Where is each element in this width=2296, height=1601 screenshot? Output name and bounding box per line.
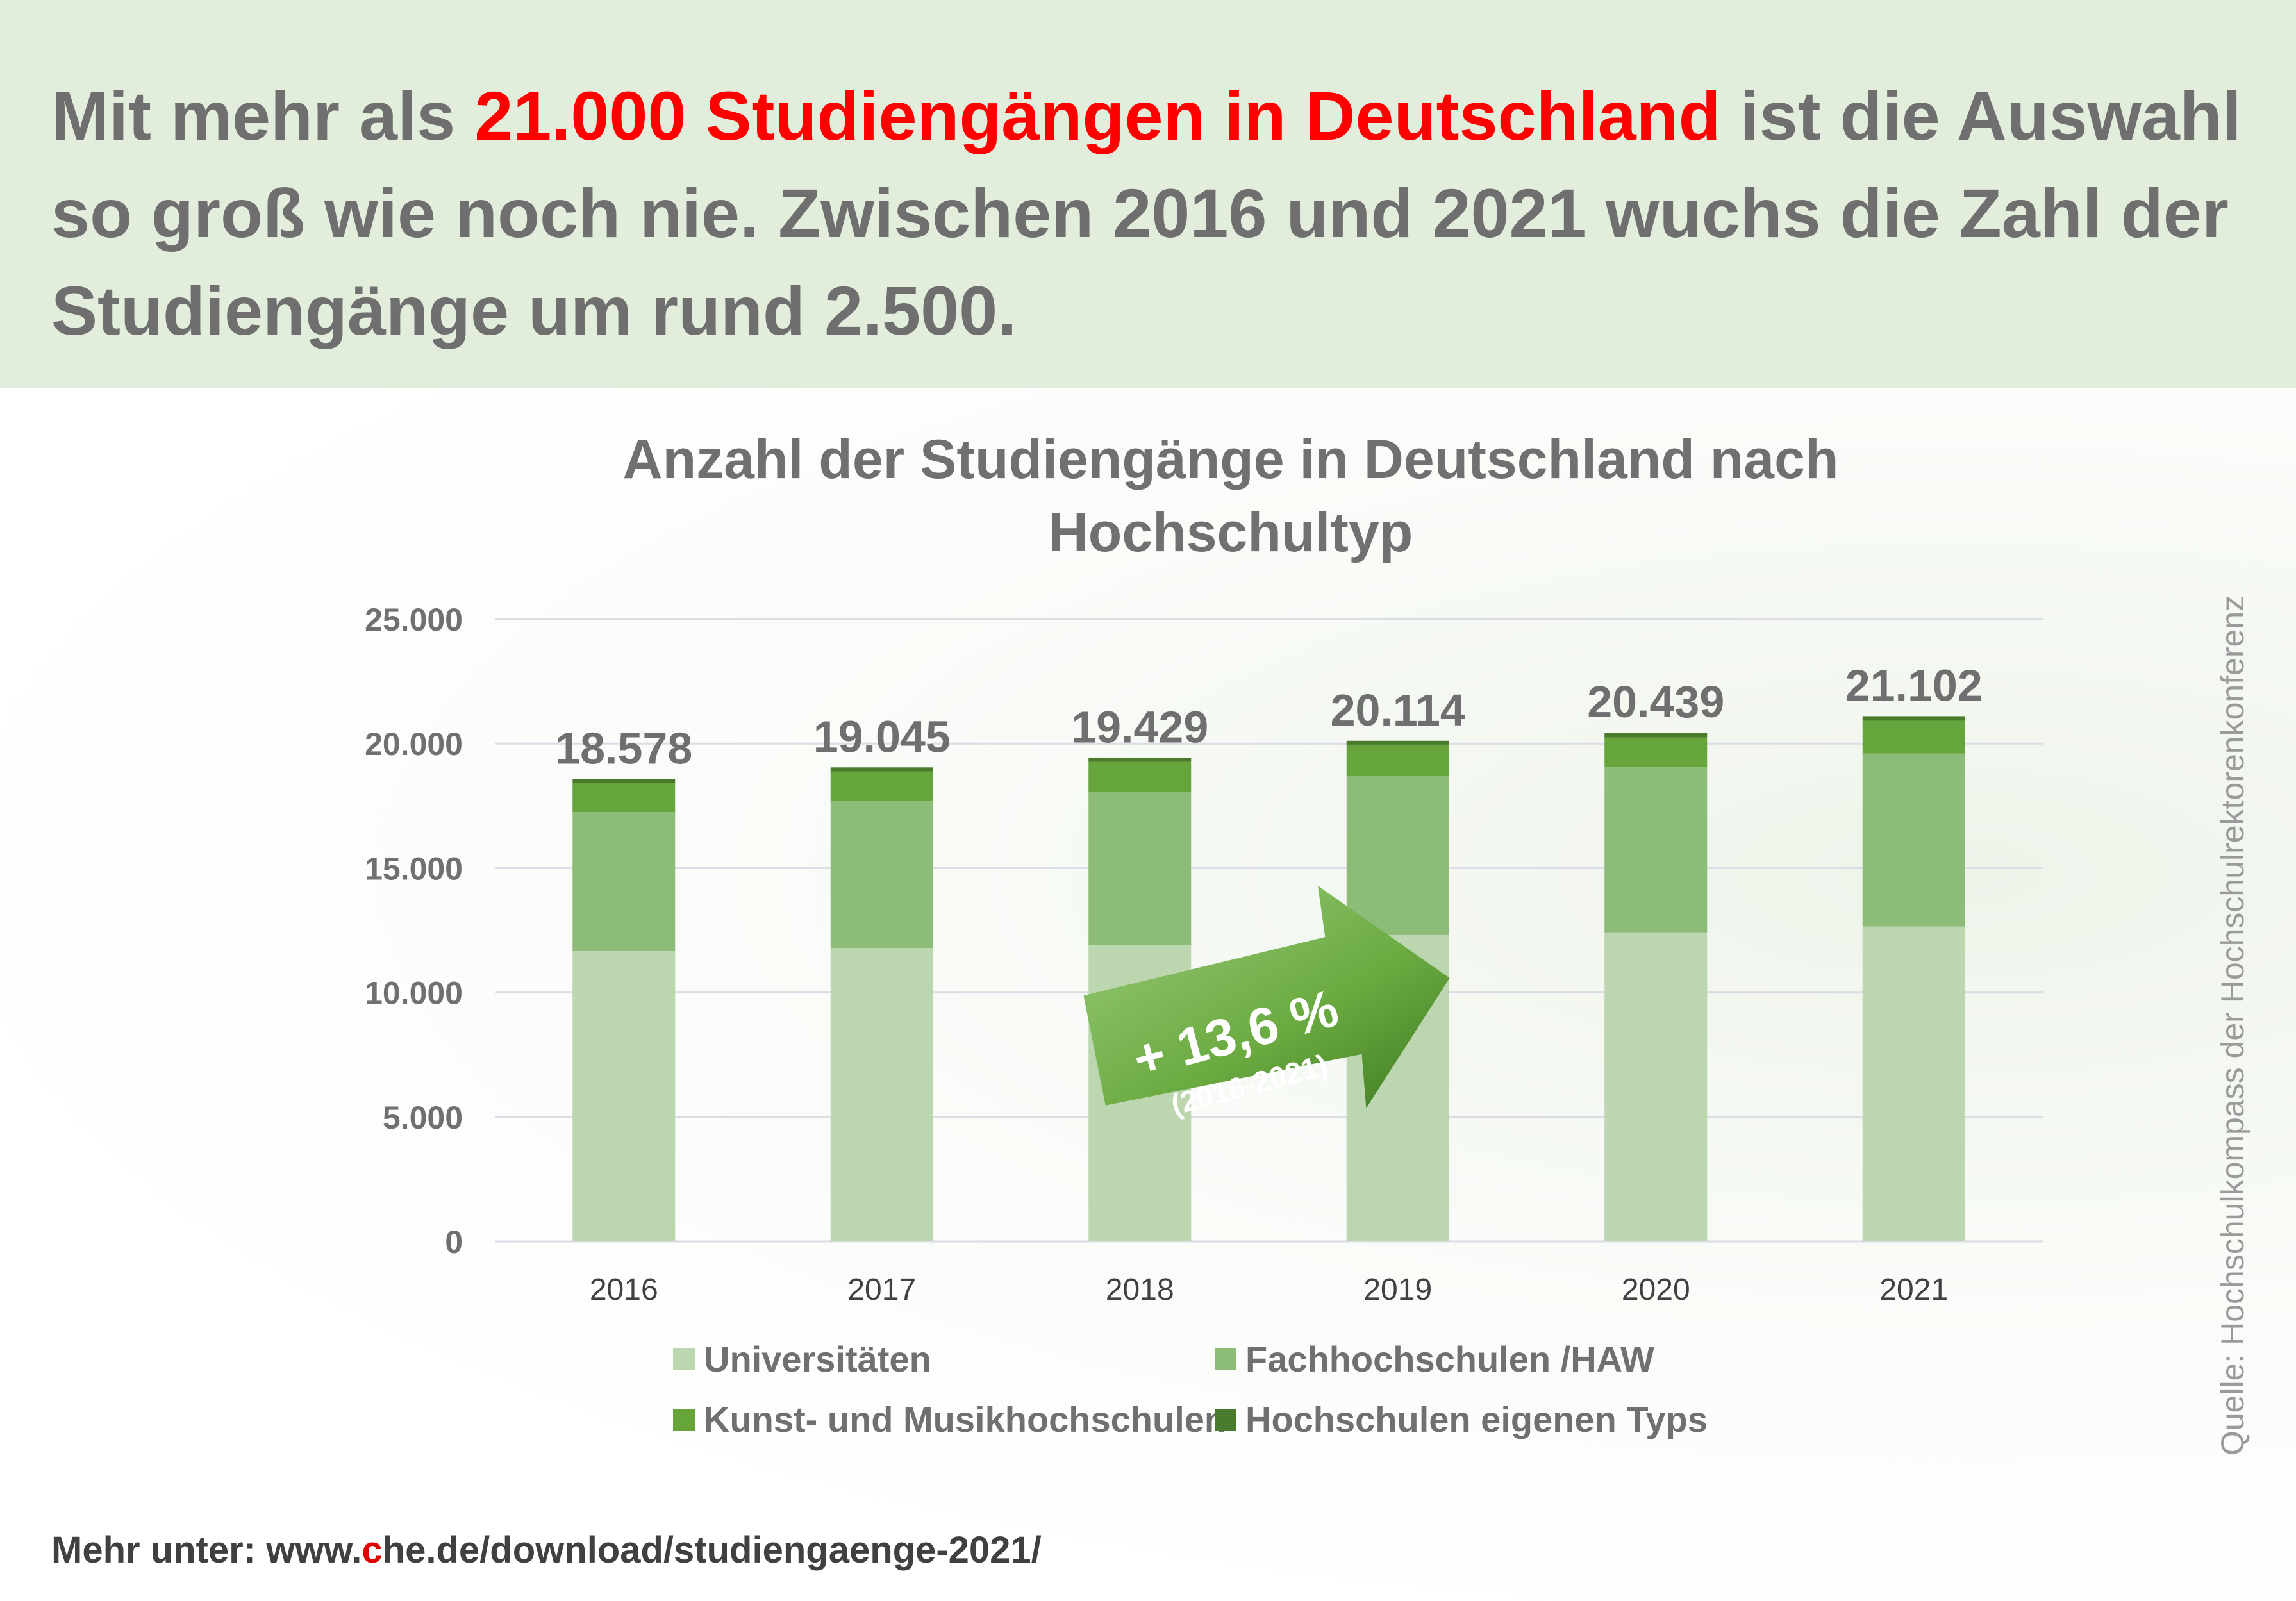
y-tick-label: 20.000 bbox=[365, 726, 463, 762]
legend-label: Fachhochschulen /HAW bbox=[1245, 1339, 1654, 1379]
bar-segment bbox=[1862, 926, 1965, 1241]
headline: Mit mehr als 21.000 Studiengängen in Deu… bbox=[51, 67, 2256, 360]
legend-item-kunst-musik: Kunst- und Musikhochschulen bbox=[673, 1398, 1226, 1440]
legend-swatch bbox=[673, 1408, 695, 1431]
bar-segment bbox=[830, 948, 933, 1241]
legend-swatch bbox=[673, 1348, 695, 1370]
chart-title: Anzahl der Studiengänge in Deutschland n… bbox=[622, 429, 1839, 563]
y-tick-label: 25.000 bbox=[365, 602, 463, 638]
legend-item-fachhochschulen: Fachhochschulen /HAW bbox=[1215, 1338, 1654, 1380]
bar-segment bbox=[1604, 737, 1708, 768]
footer-text: Mehr unter: www. bbox=[51, 1529, 362, 1571]
legend-swatch bbox=[1215, 1348, 1236, 1370]
bar-segment bbox=[1346, 776, 1449, 935]
legend-item-universitaeten: Universitäten bbox=[673, 1338, 931, 1380]
bar-segment bbox=[1088, 792, 1192, 945]
bar-segment bbox=[830, 771, 933, 801]
bar-segment bbox=[1088, 761, 1192, 793]
footer-red-letter: c bbox=[362, 1529, 383, 1571]
legend-swatch bbox=[1215, 1408, 1236, 1431]
bar-segment bbox=[1346, 744, 1449, 776]
bar-segment bbox=[1604, 932, 1708, 1241]
growth-arrow bbox=[1083, 886, 1450, 1109]
bar-segment bbox=[1862, 753, 1965, 927]
total-label: 20.439 bbox=[1587, 677, 1724, 727]
headline-text-end: ist die Auswahl so groß wie noch nie. Zw… bbox=[51, 77, 2242, 349]
footer-text-end: he.de/download/studiengaenge-2021/ bbox=[382, 1529, 1042, 1571]
bar-segment bbox=[830, 767, 933, 772]
bar-segment bbox=[572, 783, 676, 813]
bar-segment bbox=[1604, 767, 1708, 933]
x-tick-label: 2017 bbox=[847, 1273, 916, 1307]
bar-segment bbox=[1088, 758, 1192, 762]
x-tick-label: 2019 bbox=[1363, 1273, 1432, 1307]
legend-item-eigenen-typs: Hochschulen eigenen Typs bbox=[1215, 1398, 1708, 1440]
header-band: Mit mehr als 21.000 Studiengängen in Deu… bbox=[0, 0, 2296, 388]
source-note: Quelle: Hochschulkompass der Hochschulre… bbox=[2215, 595, 2250, 1456]
y-tick-label: 0 bbox=[445, 1224, 463, 1260]
bar-segment bbox=[572, 812, 676, 952]
bar-segment bbox=[1862, 716, 1965, 721]
total-label: 21.102 bbox=[1845, 660, 1983, 710]
bar-segment bbox=[1346, 740, 1449, 745]
bar-segment bbox=[830, 800, 933, 949]
legend-label: Kunst- und Musikhochschulen bbox=[704, 1399, 1227, 1439]
y-tick-label: 15.000 bbox=[365, 850, 463, 886]
footer-link[interactable]: Mehr unter: www.che.de/download/studieng… bbox=[51, 1529, 1042, 1572]
legend-label: Universitäten bbox=[704, 1339, 931, 1379]
headline-text: Mit mehr als bbox=[51, 77, 475, 154]
x-tick-label: 2016 bbox=[590, 1273, 658, 1307]
bar-segment bbox=[572, 779, 676, 783]
x-tick-label: 2018 bbox=[1106, 1273, 1174, 1307]
total-label: 20.114 bbox=[1331, 685, 1465, 735]
x-tick-label: 2021 bbox=[1879, 1273, 1948, 1307]
bar-segment bbox=[1604, 733, 1708, 738]
total-label: 19.429 bbox=[1071, 702, 1208, 752]
total-label: 19.045 bbox=[813, 711, 951, 761]
bar-segment bbox=[572, 951, 676, 1241]
y-tick-label: 5.000 bbox=[383, 1100, 463, 1136]
bar-segment bbox=[1862, 720, 1965, 754]
headline-highlight: 21.000 Studiengängen in Deutschland bbox=[474, 77, 1721, 154]
x-tick-label: 2020 bbox=[1622, 1273, 1690, 1307]
y-tick-label: 10.000 bbox=[365, 975, 463, 1011]
legend-label: Hochschulen eigenen Typs bbox=[1245, 1399, 1708, 1439]
total-label: 18.578 bbox=[555, 723, 692, 773]
